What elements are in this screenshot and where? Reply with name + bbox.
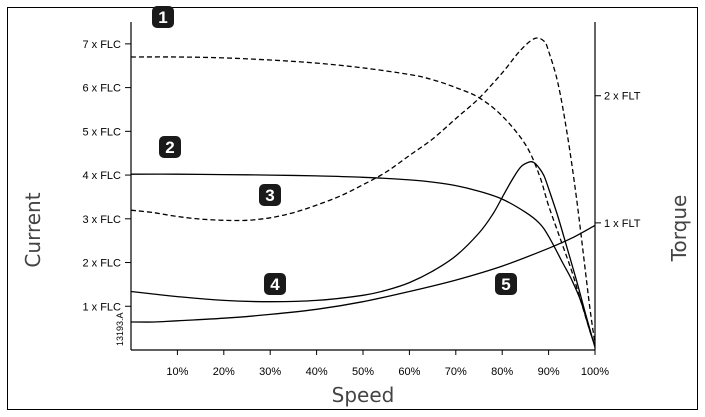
- y-left-tick-label: 2 x FLC: [82, 258, 121, 270]
- series-curve-3: [130, 37, 596, 344]
- x-axis-title: Speed: [332, 383, 395, 407]
- series-badge-label: 1: [158, 8, 167, 27]
- y-left-tick-label: 6 x FLC: [82, 83, 121, 95]
- y-right-tick-label: 1 x FLT: [604, 218, 641, 230]
- series-badge-5: [495, 273, 517, 295]
- y-right-tick-label: 2 x FLT: [604, 91, 641, 103]
- x-ticks: 10% 20% 30% 40% 50% 60% 70% 80% 90% 100%: [166, 350, 609, 378]
- badge-layer: 1 2 3 4 5: [152, 6, 517, 295]
- series-layer: [130, 37, 596, 348]
- series-badge-4: [264, 273, 286, 295]
- y-left-ticks: 1 x FLC 2 x FLC 3 x FLC 4 x FLC 5 x FLC 6 x F…: [82, 39, 131, 313]
- y-left-tick-label: 5 x FLC: [82, 126, 121, 138]
- series-badge-label: 3: [265, 186, 274, 205]
- x-tick-label: 100%: [581, 366, 609, 378]
- series-badge-3: [259, 184, 281, 206]
- figure-frame: [7, 7, 698, 410]
- x-tick-label: 70%: [445, 366, 467, 378]
- series-badge-1: [152, 6, 174, 28]
- x-tick-label: 20%: [213, 366, 235, 378]
- x-tick-label: 30%: [259, 366, 281, 378]
- series-curve-5: [130, 224, 596, 323]
- x-tick-label: 50%: [352, 366, 374, 378]
- reference-code: 13193.A: [115, 312, 125, 346]
- series-badge-label: 4: [270, 275, 280, 294]
- y-left-tick-label: 3 x FLC: [82, 214, 121, 226]
- series-curve-4: [130, 160, 596, 348]
- series-badge-2: [159, 136, 181, 158]
- right-axis-title: Torque: [667, 195, 691, 263]
- series-curve-2: [130, 173, 596, 346]
- x-tick-label: 90%: [538, 366, 560, 378]
- series-badge-label: 5: [501, 275, 510, 294]
- y-right-ticks: 1 x FLT 2 x FLT: [595, 91, 641, 230]
- y-left-tick-label: 1 x FLC: [82, 301, 121, 313]
- left-axis-title: Current: [21, 192, 45, 267]
- x-tick-label: 80%: [491, 366, 513, 378]
- y-left-tick-label: 4 x FLC: [82, 170, 121, 182]
- x-tick-label: 40%: [306, 366, 328, 378]
- series-badge-label: 2: [165, 138, 174, 157]
- y-left-tick-label: 7 x FLC: [82, 39, 121, 51]
- x-tick-label: 60%: [398, 366, 420, 378]
- x-tick-label: 10%: [166, 366, 188, 378]
